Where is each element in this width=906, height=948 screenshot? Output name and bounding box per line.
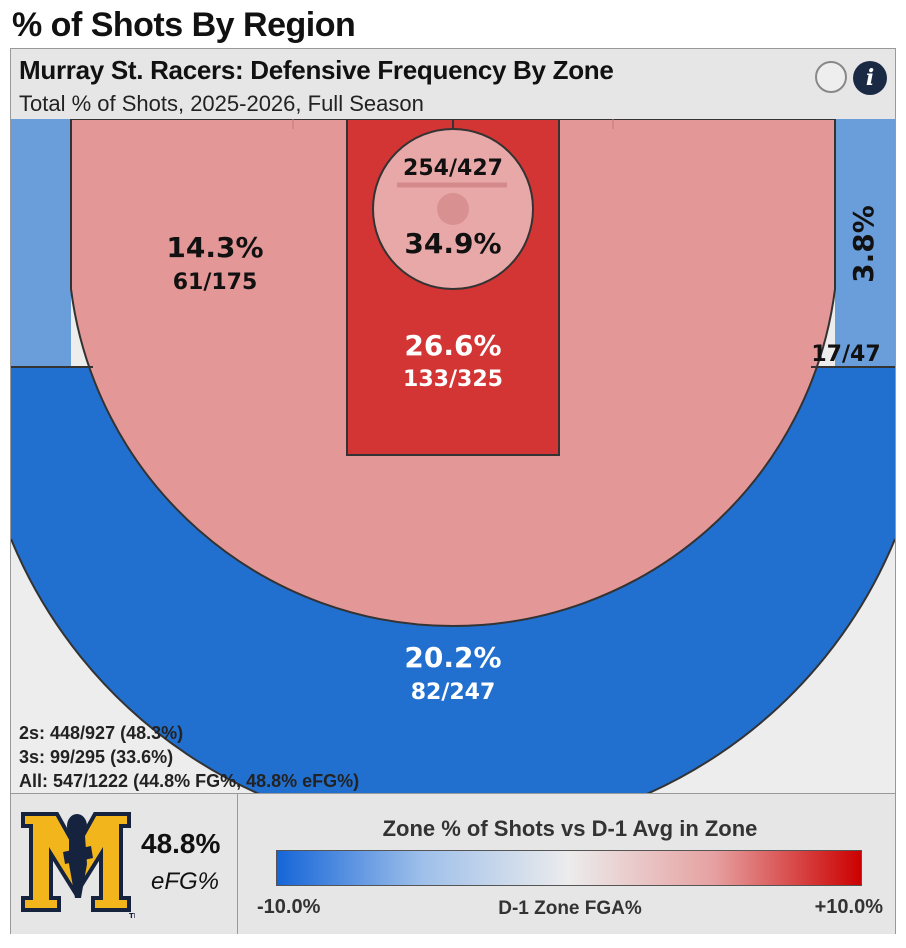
card-footer: TM 48.8% eFG% Zone % of Shots vs D-1 Avg…: [11, 793, 895, 934]
circle-icon[interactable]: [815, 61, 847, 93]
legend-gradient-bar: [276, 850, 862, 886]
hoop: [437, 193, 469, 225]
corner-3-made-att: 17/47: [811, 342, 880, 367]
mid-range-pct: 14.3%: [166, 231, 263, 264]
legend-max-label: +10.0%: [814, 896, 883, 918]
card-title: Murray St. Racers: Defensive Frequency B…: [19, 55, 614, 85]
zone-corner-3-left: [11, 119, 71, 367]
stat-twos: 2s: 448/927 (48.3%): [19, 723, 184, 743]
stat-threes: 3s: 99/295 (33.6%): [19, 747, 174, 767]
mid-range-made-att: 61/175: [173, 270, 258, 295]
rim-pct: 34.9%: [404, 227, 501, 260]
legend-title: Zone % of Shots vs D-1 Avg in Zone: [382, 816, 758, 841]
court-svg: 254/427 34.9% 26.6% 133/325 14.3% 61/175…: [11, 119, 895, 793]
above-break-3-made-att: 82/247: [411, 680, 496, 705]
logo-tm: TM: [129, 912, 135, 920]
stat-all: All: 547/1222 (44.8% FG%, 48.8% eFG%): [19, 771, 360, 791]
corner-3-pct: 3.8%: [847, 205, 880, 283]
efg-value: 48.8%: [141, 828, 221, 859]
card-subtitle: Total % of Shots, 2025-2026, Full Season: [19, 91, 424, 116]
paint-pct: 26.6%: [404, 329, 501, 362]
card-header: Murray St. Racers: Defensive Frequency B…: [11, 49, 895, 119]
info-icon[interactable]: i: [853, 61, 887, 95]
zone-corner-3-right: [835, 119, 895, 367]
rim-made-att: 254/427: [403, 156, 503, 181]
paint-made-att: 133/325: [403, 367, 503, 392]
team-efg-panel: TM 48.8% eFG%: [11, 794, 238, 934]
team-logo: TM: [21, 812, 135, 920]
court-chart: 254/427 34.9% 26.6% 133/325 14.3% 61/175…: [11, 119, 895, 793]
page-title: % of Shots By Region: [12, 6, 356, 44]
efg-label: eFG%: [151, 868, 220, 895]
legend-axis-label: D-1 Zone FGA%: [498, 898, 642, 919]
above-break-3-pct: 20.2%: [404, 641, 501, 674]
shot-chart-card: Murray St. Racers: Defensive Frequency B…: [10, 48, 896, 934]
three-point-arc: [11, 538, 895, 793]
legend-min-label: -10.0%: [257, 896, 321, 918]
